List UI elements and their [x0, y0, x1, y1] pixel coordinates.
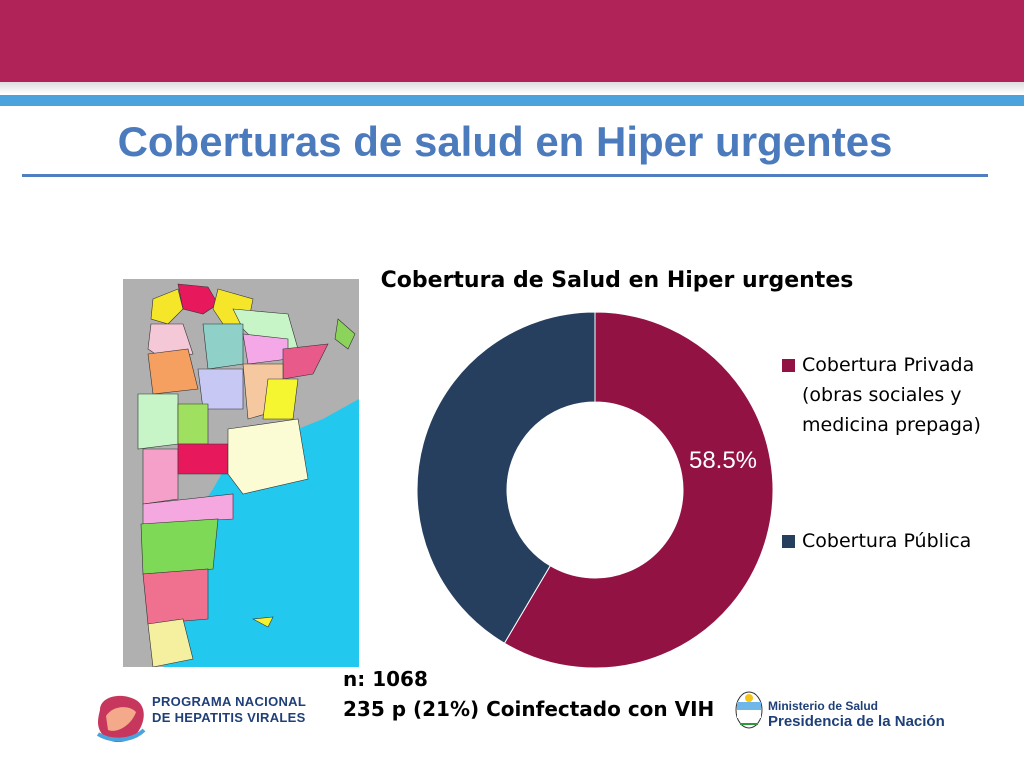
national-seal-icon	[735, 691, 763, 729]
donut-chart: 58.5%	[416, 311, 774, 669]
donut-slice-1	[416, 311, 596, 644]
donut-data-label: 58.5%	[689, 447, 757, 474]
hepatitis-program-logo	[96, 695, 146, 743]
blue-stripe	[0, 95, 1024, 106]
logo-right-line1: Ministerio de Salud	[768, 699, 879, 713]
logo-right-line2: Presidencia de la Nación	[768, 713, 945, 730]
sample-size-text: n: 1068	[343, 667, 428, 691]
ministry-logo-text: Ministerio de Salud Presidencia de la Na…	[768, 698, 945, 730]
header-shadow	[0, 82, 1024, 94]
legend-swatch-privada	[782, 359, 795, 372]
logo-left-line2: DE HEPATITIS VIRALES	[152, 710, 306, 725]
title-underline	[22, 174, 988, 177]
argentina-map-image	[123, 279, 359, 667]
chart-legend: Cobertura Privada (obras sociales y medi…	[780, 350, 1020, 556]
legend-item-privada: Cobertura Privada (obras sociales y medi…	[780, 350, 1020, 440]
hepatitis-program-name: PROGRAMA NACIONAL DE HEPATITIS VIRALES	[152, 694, 306, 726]
slide-title: Coberturas de salud en Hiper urgentes	[117, 118, 893, 165]
donut-slice-0	[503, 311, 774, 669]
legend-label-privada: Cobertura Privada (obras sociales y medi…	[802, 354, 981, 436]
header-band	[0, 0, 1024, 82]
chart-title: Cobertura de Salud en Hiper urgentes	[380, 268, 854, 293]
logo-left-line1: PROGRAMA NACIONAL	[152, 694, 307, 709]
legend-item-publica: Cobertura Pública	[780, 526, 1020, 556]
legend-swatch-publica	[782, 535, 795, 548]
sample-notes: n: 1068 235 p (21%) Coinfectado con VIH	[343, 664, 714, 724]
coinfection-text: 235 p (21%) Coinfectado con VIH	[343, 697, 715, 721]
legend-label-publica: Cobertura Pública	[802, 530, 972, 552]
